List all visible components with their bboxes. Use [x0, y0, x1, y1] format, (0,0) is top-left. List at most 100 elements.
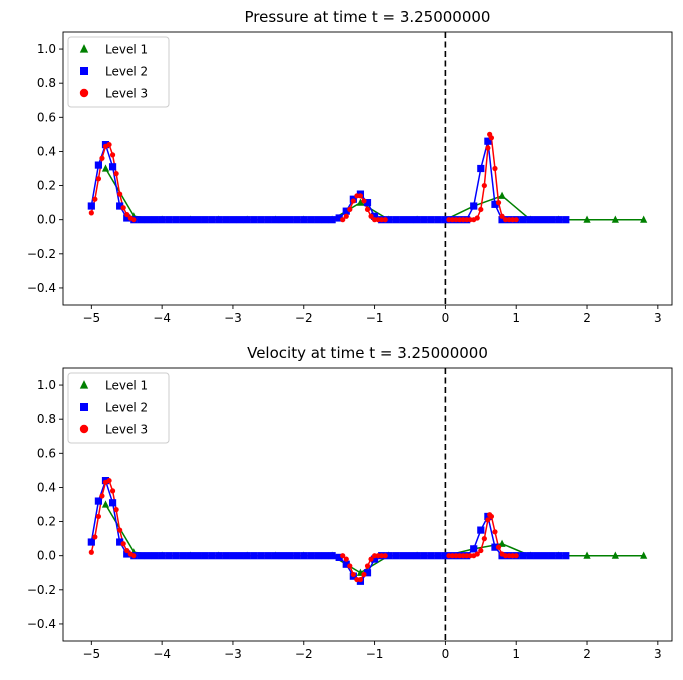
- legend-marker-level-3: [79, 88, 89, 98]
- data-point: [548, 552, 556, 560]
- data-point: [215, 552, 223, 560]
- data-point: [222, 552, 230, 560]
- data-point: [123, 214, 131, 222]
- data-point: [413, 216, 421, 224]
- data-point: [307, 552, 315, 560]
- data-point: [640, 215, 648, 223]
- data-point: [278, 552, 287, 560]
- data-point: [109, 488, 116, 494]
- data-point: [399, 552, 407, 560]
- legend-marker-level-1: [79, 380, 89, 389]
- data-point: [208, 216, 216, 224]
- data-point: [137, 552, 145, 560]
- data-point: [491, 200, 499, 208]
- data-point: [555, 552, 563, 560]
- data-point: [540, 216, 549, 224]
- data-point: [88, 210, 94, 216]
- data-point: [495, 200, 502, 206]
- data-point: [350, 198, 356, 204]
- data-point: [286, 552, 294, 560]
- data-point: [485, 145, 491, 151]
- legend: Level 1 Level 2 Level 3: [67, 372, 170, 444]
- data-point: [314, 216, 322, 224]
- data-point: [357, 193, 364, 199]
- data-point: [117, 527, 123, 533]
- data-point: [364, 206, 371, 213]
- data-point: [106, 142, 112, 148]
- data-point: [113, 507, 119, 513]
- data-point: [370, 212, 379, 220]
- data-point: [117, 191, 123, 197]
- x-tick-label: 1: [512, 647, 520, 661]
- y-tick-label: 0.8: [37, 76, 56, 90]
- x-tick-label: −3: [224, 647, 242, 661]
- data-point: [611, 215, 619, 223]
- data-point: [370, 555, 379, 563]
- data-point: [340, 553, 346, 559]
- data-point: [335, 553, 343, 561]
- data-point: [368, 213, 374, 219]
- data-point: [137, 216, 145, 224]
- data-point: [158, 552, 166, 560]
- data-point: [640, 551, 648, 559]
- axes-frame: [62, 367, 673, 642]
- data-point: [382, 217, 388, 223]
- data-point: [131, 553, 137, 559]
- y-tick-label: −0.4: [27, 281, 56, 295]
- y-tick-label: 0.2: [37, 179, 56, 193]
- data-point: [342, 560, 350, 568]
- data-point: [347, 563, 353, 569]
- data-point: [485, 517, 491, 523]
- data-point: [300, 216, 308, 224]
- data-point: [95, 513, 102, 520]
- data-point: [293, 216, 301, 224]
- legend-marker-level-3: [79, 424, 89, 434]
- data-point: [165, 216, 173, 224]
- series-line-level-1: [104, 168, 644, 221]
- data-point: [201, 552, 209, 560]
- data-point: [583, 551, 591, 559]
- data-point: [361, 571, 367, 578]
- data-point: [364, 563, 371, 569]
- data-point: [109, 152, 116, 158]
- data-point: [343, 213, 349, 219]
- data-point: [488, 135, 495, 141]
- data-point: [611, 551, 619, 559]
- data-point: [88, 549, 94, 555]
- x-tick-label: −5: [82, 311, 100, 325]
- data-point: [470, 545, 478, 553]
- data-point: [427, 216, 435, 224]
- y-tick-label: 0.4: [37, 144, 56, 158]
- y-tick-label: 1.0: [37, 378, 56, 392]
- data-point: [250, 216, 258, 224]
- plot-area: [87, 368, 648, 641]
- data-point: [186, 552, 195, 560]
- data-point: [92, 196, 98, 202]
- data-point: [116, 202, 124, 210]
- data-point: [278, 216, 287, 224]
- x-tick-label: 1: [512, 311, 520, 325]
- data-point: [328, 552, 336, 560]
- data-point: [314, 552, 322, 560]
- x-tick-label: −4: [153, 647, 171, 661]
- data-point: [101, 164, 110, 172]
- x-tick-label: 3: [654, 647, 662, 661]
- data-point: [286, 216, 294, 224]
- data-point: [420, 552, 428, 560]
- legend-marker-level-1: [79, 44, 89, 53]
- y-tick-label: 0.0: [37, 549, 56, 563]
- data-point: [271, 216, 280, 224]
- data-point: [356, 198, 365, 206]
- data-point: [477, 526, 485, 534]
- data-point: [434, 216, 442, 224]
- data-point: [243, 216, 251, 224]
- data-point: [413, 552, 421, 560]
- data-point: [236, 216, 244, 224]
- data-point: [215, 216, 223, 224]
- legend-marker-level-2: [80, 403, 88, 411]
- legend-label: Level 1: [105, 379, 148, 393]
- legend-box: [67, 372, 170, 444]
- series-markers-level-3: [88, 478, 519, 583]
- data-point: [271, 552, 280, 560]
- data-point: [120, 205, 126, 211]
